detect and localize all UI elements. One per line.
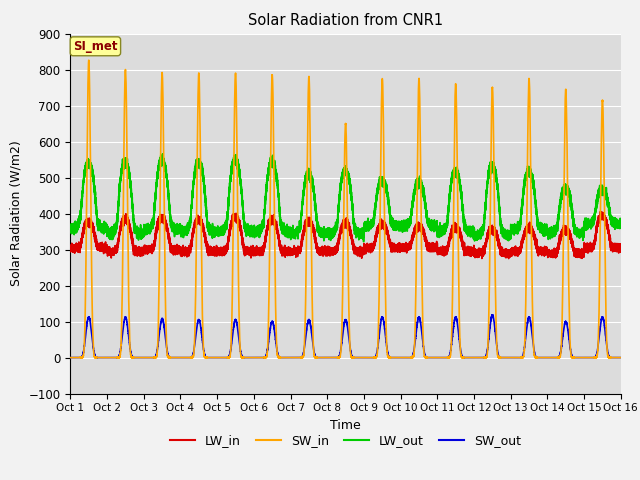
Legend: LW_in, SW_in, LW_out, SW_out: LW_in, SW_in, LW_out, SW_out bbox=[165, 429, 526, 452]
LW_in bbox=[495, 243, 503, 249]
SW_out bbox=[495, 354, 503, 360]
LW_out bbox=[418, 188, 426, 194]
LW_out bbox=[360, 239, 367, 245]
LW_out bbox=[95, 222, 103, 228]
LW_in bbox=[505, 256, 513, 262]
SW_in bbox=[495, 355, 503, 360]
SW_out bbox=[617, 355, 625, 360]
LW_in bbox=[67, 247, 74, 252]
LW_out bbox=[617, 221, 625, 227]
Line: LW_out: LW_out bbox=[70, 154, 621, 242]
LW_out bbox=[509, 228, 516, 234]
SW_in bbox=[67, 355, 74, 360]
SW_in bbox=[509, 355, 516, 360]
LW_in bbox=[596, 209, 604, 215]
SW_out bbox=[488, 312, 496, 318]
LW_in bbox=[418, 223, 426, 228]
LW_out bbox=[159, 151, 166, 157]
SW_out bbox=[67, 355, 74, 360]
SW_in bbox=[617, 355, 625, 360]
SW_in bbox=[95, 355, 103, 360]
LW_in bbox=[516, 250, 524, 256]
SW_in bbox=[480, 355, 488, 360]
Line: SW_in: SW_in bbox=[70, 60, 621, 358]
SW_in bbox=[516, 355, 524, 360]
LW_in bbox=[617, 244, 625, 250]
SW_out bbox=[113, 355, 121, 361]
LW_out bbox=[67, 229, 74, 235]
LW_out bbox=[480, 224, 488, 229]
X-axis label: Time: Time bbox=[330, 419, 361, 432]
SW_in bbox=[418, 265, 426, 271]
SW_in bbox=[85, 57, 93, 63]
Text: SI_met: SI_met bbox=[73, 40, 118, 53]
SW_out bbox=[509, 355, 516, 360]
LW_in bbox=[480, 248, 488, 254]
Line: SW_out: SW_out bbox=[70, 315, 621, 358]
Y-axis label: Solar Radiation (W/m2): Solar Radiation (W/m2) bbox=[10, 141, 23, 287]
Line: LW_in: LW_in bbox=[70, 212, 621, 259]
SW_out bbox=[95, 355, 103, 360]
SW_out bbox=[480, 355, 488, 360]
LW_out bbox=[495, 204, 503, 210]
LW_out bbox=[516, 218, 524, 224]
SW_out bbox=[516, 355, 524, 360]
LW_in bbox=[95, 244, 103, 250]
Title: Solar Radiation from CNR1: Solar Radiation from CNR1 bbox=[248, 13, 443, 28]
SW_out bbox=[418, 329, 426, 335]
LW_in bbox=[509, 249, 516, 254]
